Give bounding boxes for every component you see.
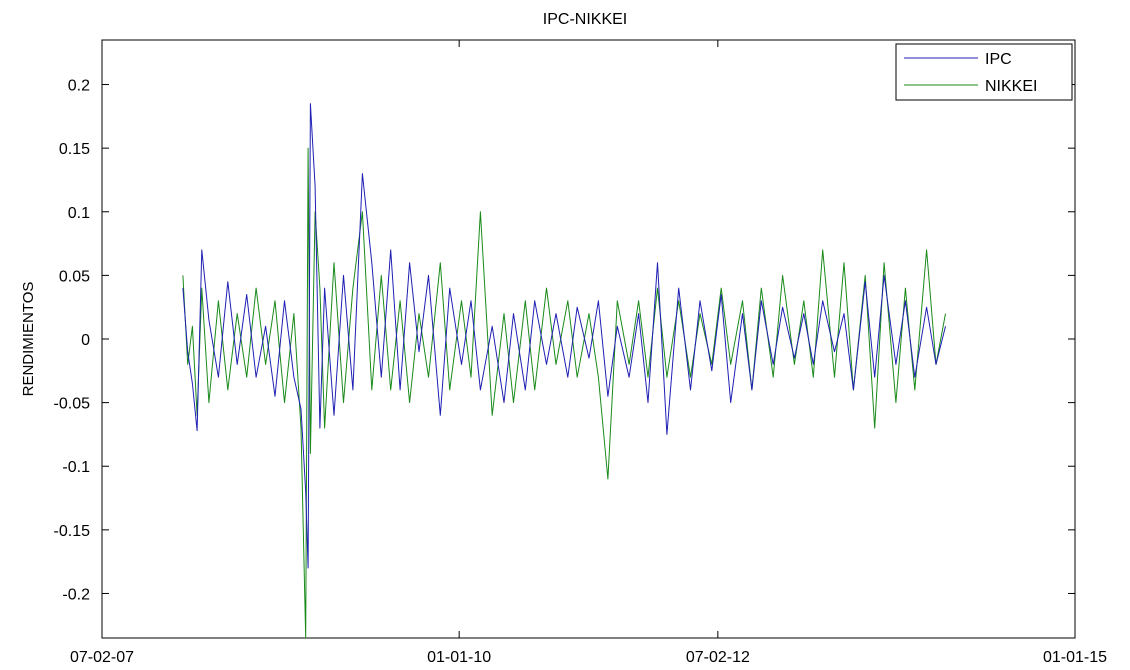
legend: IPC NIKKEI xyxy=(895,43,1073,101)
y-tick-label: -0.2 xyxy=(62,586,90,603)
plot-area xyxy=(101,39,1076,639)
y-tick-label: 0.05 xyxy=(59,268,90,285)
series-line-nikkei xyxy=(182,147,946,639)
legend-label-ipc: IPC xyxy=(985,51,1012,68)
y-axis: -0.2 -0.15 -0.1 -0.05 0 0.05 0.1 0.15 0.2 xyxy=(54,78,1075,603)
legend-box xyxy=(895,43,1073,101)
legend-label-nikkei: NIKKEI xyxy=(985,78,1037,95)
x-tick-label: 07-02-12 xyxy=(686,649,750,666)
y-axis-label: RENDIMIENTOS xyxy=(20,282,37,397)
y-tick-label: 0.1 xyxy=(68,205,90,222)
y-tick-label: -0.15 xyxy=(54,523,91,540)
series-layer xyxy=(182,103,946,639)
y-tick-label: -0.05 xyxy=(54,396,91,413)
x-tick-label: 01-01-15 xyxy=(1043,649,1107,666)
chart-title: IPC-NIKKEI xyxy=(543,11,627,28)
y-tick-label: -0.1 xyxy=(62,459,90,476)
x-axis: 07-02-07 01-01-10 07-02-12 01-01-15 xyxy=(70,40,1107,666)
x-tick-label: 07-02-07 xyxy=(70,649,134,666)
y-tick-label: 0 xyxy=(81,332,90,349)
y-tick-label: 0.15 xyxy=(59,141,90,158)
x-tick-label: 01-01-10 xyxy=(427,649,491,666)
series-line-ipc xyxy=(182,103,946,569)
y-tick-label: 0.2 xyxy=(68,78,90,95)
